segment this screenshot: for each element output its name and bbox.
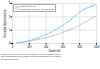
svg-text:Elevation dispersion (m): Elevation dispersion (m) bbox=[3, 9, 7, 37]
svg-text:Depth (m): Depth (m) bbox=[49, 49, 61, 53]
svg-text:0: 0 bbox=[9, 41, 11, 45]
svg-text:0: 0 bbox=[12, 45, 14, 49]
svg-text:600: 600 bbox=[61, 45, 66, 49]
html-text:Combines 1000 to 1000 pixels d: Combines 1000 to 1000 pixels de format 1… bbox=[1, 52, 61, 60]
svg-text:200: 200 bbox=[27, 45, 32, 49]
svg-text:800: 800 bbox=[78, 45, 83, 49]
html-text:Theoretical model (for ~10 000: Theoretical model (for ~10 000 pixels) bbox=[20, 8, 55, 10]
svg-text:400: 400 bbox=[44, 45, 49, 49]
svg-text:1: 1 bbox=[9, 28, 11, 32]
html-text:Empirical curves: Empirical curves bbox=[20, 5, 36, 8]
svg-text:3: 3 bbox=[9, 1, 11, 5]
svg-text:1000: 1000 bbox=[94, 45, 100, 49]
svg-text:2: 2 bbox=[9, 15, 11, 19]
